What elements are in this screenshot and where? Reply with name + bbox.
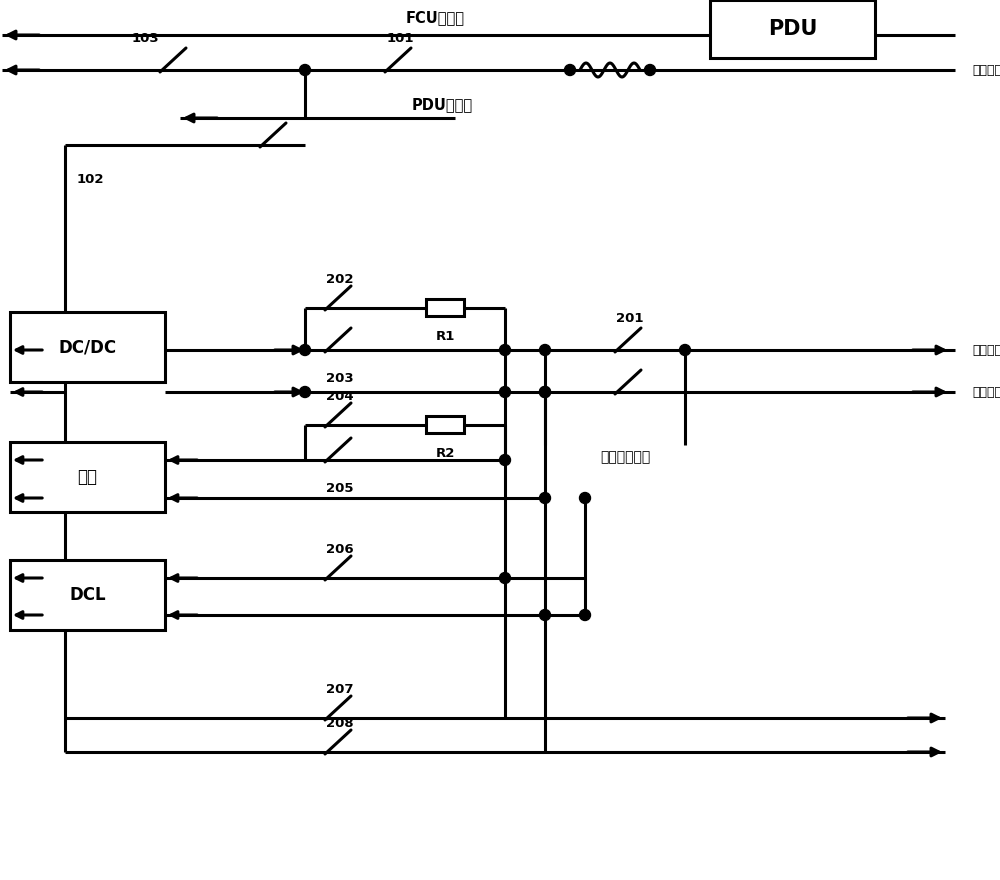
Text: 207: 207 [326, 683, 354, 696]
Circle shape [300, 344, 310, 356]
Text: 动力母线-: 动力母线- [972, 385, 1000, 399]
Circle shape [540, 344, 550, 356]
Text: 动力母线+: 动力母线+ [972, 343, 1000, 356]
Circle shape [500, 454, 511, 466]
Text: 101: 101 [386, 32, 414, 45]
Text: 203: 203 [326, 372, 354, 385]
Bar [426, 416, 464, 434]
Circle shape [580, 610, 590, 620]
Bar [10, 312, 165, 382]
Text: 103: 103 [131, 32, 159, 45]
Text: 201: 201 [616, 312, 644, 325]
Circle shape [580, 493, 590, 503]
Text: 204: 204 [326, 390, 354, 403]
Text: DC/DC: DC/DC [58, 338, 117, 356]
Circle shape [540, 493, 550, 503]
Circle shape [680, 344, 690, 356]
Bar [426, 299, 464, 317]
Text: FCU控制电: FCU控制电 [406, 11, 464, 26]
Text: 低压母线: 低压母线 [972, 63, 1000, 77]
Text: PDU: PDU [768, 19, 817, 39]
Circle shape [300, 386, 310, 398]
Text: PDU控制电: PDU控制电 [411, 98, 473, 113]
Text: 208: 208 [326, 717, 354, 730]
Circle shape [500, 386, 511, 398]
Circle shape [540, 386, 550, 398]
Text: 风机: 风机 [78, 468, 98, 486]
Text: 电压电流检测: 电压电流检测 [600, 450, 650, 464]
Bar [10, 560, 165, 630]
Circle shape [564, 64, 576, 76]
Text: R1: R1 [435, 330, 455, 343]
Circle shape [540, 610, 550, 620]
Circle shape [540, 386, 550, 398]
Text: 202: 202 [326, 273, 354, 286]
Circle shape [300, 64, 310, 76]
Circle shape [644, 64, 656, 76]
Text: DCL: DCL [69, 586, 106, 604]
Bar [10, 442, 165, 512]
Text: R2: R2 [435, 447, 455, 460]
Circle shape [500, 344, 511, 356]
Text: 206: 206 [326, 543, 354, 556]
Text: 205: 205 [326, 482, 354, 495]
Circle shape [500, 573, 511, 583]
Bar [710, 0, 875, 58]
Text: 102: 102 [76, 173, 104, 186]
